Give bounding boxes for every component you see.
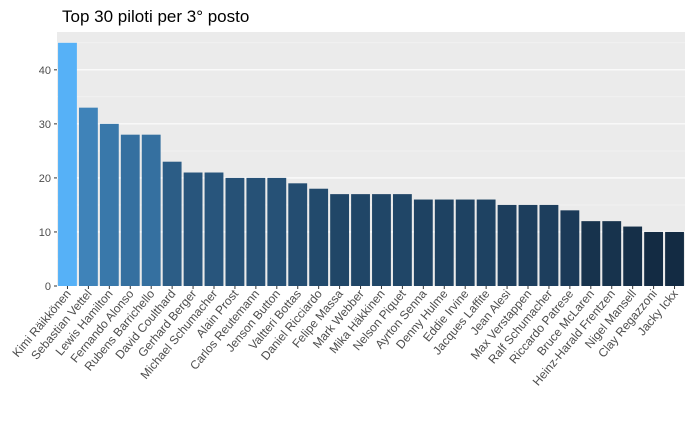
bar <box>539 204 559 286</box>
y-tick-label: 0 <box>45 281 51 293</box>
bar <box>434 199 454 286</box>
bar <box>623 226 643 286</box>
bar <box>204 172 224 286</box>
bar <box>602 221 622 286</box>
bar <box>183 172 203 286</box>
bar <box>560 210 580 286</box>
bar <box>581 221 601 286</box>
bar <box>372 194 391 286</box>
bar <box>141 134 161 286</box>
bar <box>288 183 308 286</box>
y-tick-label: 10 <box>39 227 51 239</box>
bar <box>58 42 77 287</box>
bar <box>225 177 245 286</box>
bar <box>120 134 140 286</box>
bar <box>392 194 412 286</box>
bar <box>162 161 182 286</box>
bar <box>644 231 664 286</box>
y-tick-label: 40 <box>39 65 51 77</box>
bar <box>246 177 266 286</box>
bar <box>330 194 350 286</box>
bar <box>99 123 119 286</box>
bar <box>455 199 475 286</box>
bar <box>476 199 496 286</box>
bar <box>78 107 98 286</box>
plot-panel <box>57 32 685 286</box>
bar <box>351 194 370 286</box>
y-tick-label: 30 <box>39 119 51 131</box>
bar <box>267 177 287 286</box>
bar <box>497 204 517 286</box>
bar <box>309 188 329 286</box>
y-tick-label: 20 <box>39 173 51 185</box>
bar <box>518 204 538 286</box>
bar <box>413 199 433 286</box>
bar <box>665 231 684 286</box>
chart-title: Top 30 piloti per 3° posto <box>62 7 250 26</box>
